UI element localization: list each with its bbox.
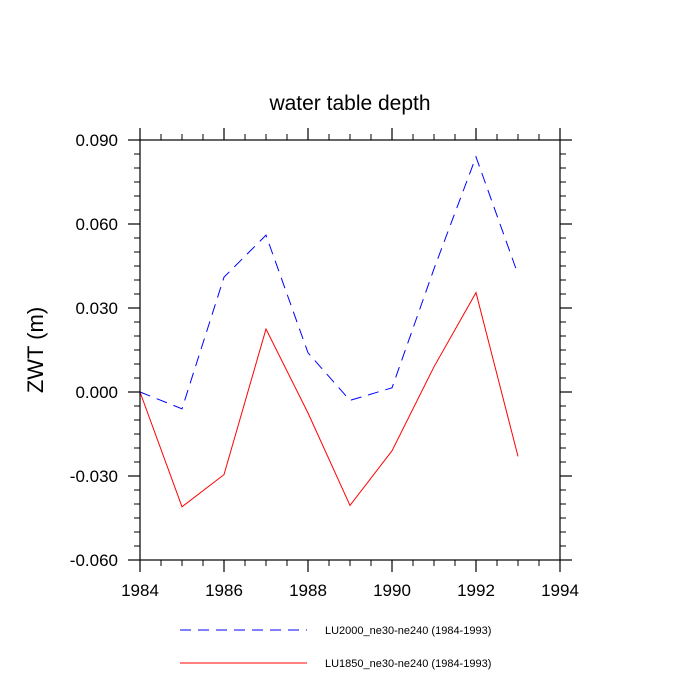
- x-tick-label: 1992: [457, 581, 495, 600]
- y-tick-label: 0.030: [75, 299, 118, 318]
- y-axis-label: ZWT (m): [23, 307, 48, 393]
- axis-tick-labels: 1984 1986 1988 1990 1992 1994 -0.060 -0.030 0.00…: [70, 131, 579, 600]
- legend: LU2000_ne30-ne240 (1984-1993) LU1850_ne30…: [180, 625, 491, 670]
- y-tick-label: 0.090: [75, 131, 118, 150]
- legend-label-2: LU1850_ne30-ne240 (1984-1993): [325, 658, 491, 670]
- series-line-2: [139, 291, 519, 508]
- y-tick-label: 0.060: [75, 215, 118, 234]
- y-tick-label: -0.030: [70, 467, 118, 486]
- legend-label-1: LU2000_ne30-ne240 (1984-1993): [325, 625, 491, 637]
- x-tick-label: 1990: [373, 581, 411, 600]
- chart-title: water table depth: [268, 92, 430, 115]
- x-tick-label: 1986: [205, 581, 243, 600]
- axis-ticks: [128, 128, 572, 572]
- y-tick-label: 0.000: [75, 383, 118, 402]
- plot-frame: [139, 139, 561, 561]
- x-tick-label: 1994: [541, 581, 579, 600]
- series-line-1: [139, 155, 519, 410]
- x-tick-label: 1988: [289, 581, 327, 600]
- y-tick-label: -0.060: [70, 551, 118, 570]
- x-tick-label: 1984: [121, 581, 159, 600]
- series-lines: [139, 155, 519, 508]
